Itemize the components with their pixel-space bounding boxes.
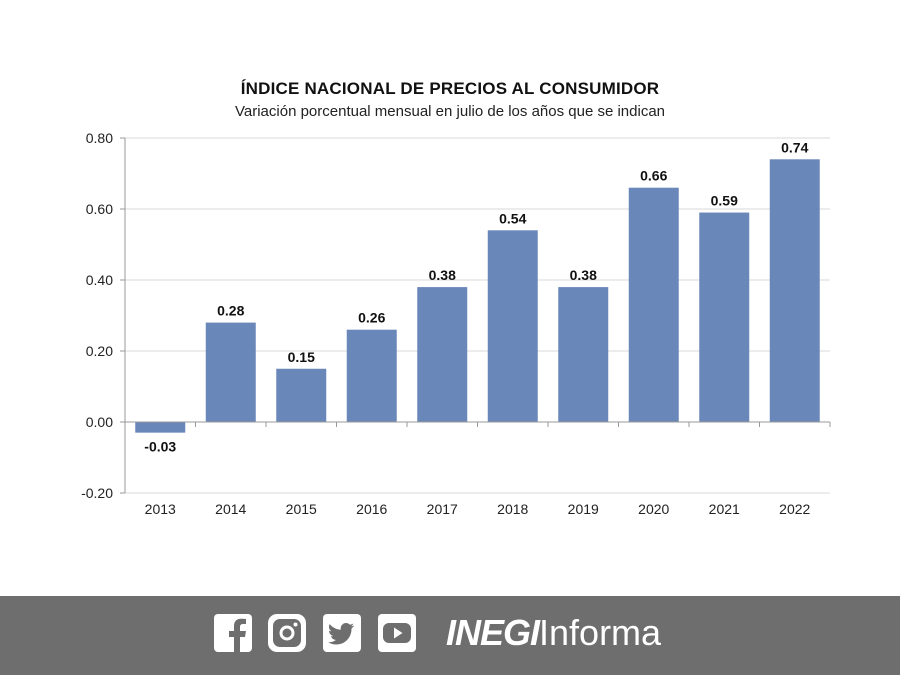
- brand-bold-text: INEGI: [446, 612, 540, 653]
- x-tick-label: 2015: [286, 501, 317, 517]
- data-label: 0.74: [781, 139, 808, 155]
- y-tick-label: 0.20: [86, 343, 113, 359]
- bar-chart: -0.20 0.00 0.20 0.40 0.60 0.80 -0.03 2013 0.28 20…: [81, 130, 831, 517]
- y-tick-label: 0.00: [86, 414, 113, 430]
- x-tick-label: 2016: [356, 501, 387, 517]
- inegi-informa-logo[interactable]: INEGIInforma: [446, 610, 661, 656]
- x-tick-label: 2014: [215, 501, 246, 517]
- data-label: 0.28: [217, 303, 244, 319]
- x-tick-label: 2018: [497, 501, 528, 517]
- bar: [135, 422, 186, 433]
- y-tick-label: 0.40: [86, 272, 113, 288]
- facebook-icon[interactable]: [214, 614, 252, 652]
- data-label: 0.15: [288, 349, 315, 365]
- data-label: 0.38: [429, 267, 456, 283]
- x-tick-label: 2020: [638, 501, 669, 517]
- data-label: -0.03: [144, 439, 176, 455]
- footer-bar: INEGIInforma: [0, 596, 900, 675]
- chart-subtitle: Variación porcentual mensual en julio de…: [235, 103, 665, 120]
- chart-area: ÍNDICE NACIONAL DE PRECIOS AL CONSUMIDOR…: [81, 79, 831, 517]
- chart-title: ÍNDICE NACIONAL DE PRECIOS AL CONSUMIDOR: [240, 79, 660, 98]
- bar: [628, 187, 679, 422]
- data-label: 0.54: [499, 210, 526, 226]
- data-label: 0.38: [570, 267, 597, 283]
- x-tick-label: 2022: [779, 501, 810, 517]
- bar: [769, 159, 820, 423]
- brand-light-text: Informa: [539, 612, 662, 653]
- x-tick-label: 2013: [145, 501, 176, 517]
- y-tick-label: 0.60: [86, 201, 113, 217]
- x-tick-label: 2019: [568, 501, 599, 517]
- y-tick-label: -0.20: [81, 485, 113, 501]
- bar: [276, 368, 327, 422]
- instagram-icon[interactable]: [268, 614, 306, 652]
- bar: [558, 287, 609, 422]
- bar: [487, 230, 538, 422]
- bar: [417, 287, 468, 422]
- youtube-icon[interactable]: [378, 614, 416, 652]
- x-tick-label: 2021: [709, 501, 740, 517]
- bar: [346, 329, 397, 422]
- data-label: 0.26: [358, 310, 385, 326]
- y-tick-label: 0.80: [86, 130, 113, 146]
- bar: [205, 322, 256, 422]
- data-label: 0.59: [711, 193, 738, 209]
- x-tick-label: 2017: [427, 501, 458, 517]
- bar: [699, 212, 750, 422]
- data-label: 0.66: [640, 168, 667, 184]
- twitter-icon[interactable]: [323, 614, 361, 652]
